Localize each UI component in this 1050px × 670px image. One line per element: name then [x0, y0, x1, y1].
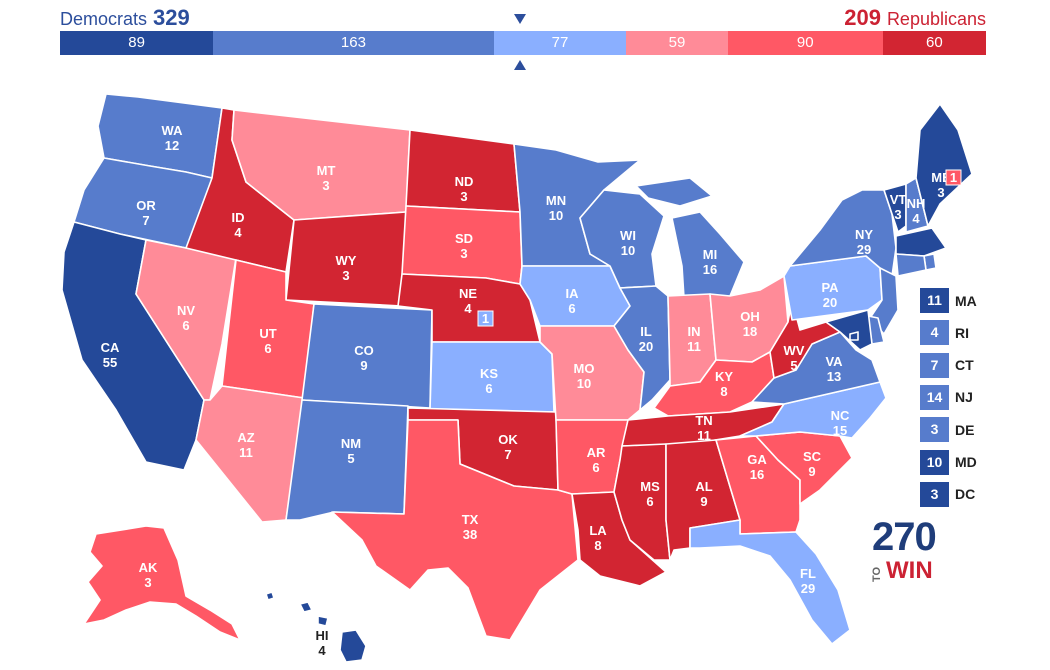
- small-state-label-nj: NJ: [955, 389, 973, 406]
- small-state-label-ma: MA: [955, 292, 977, 309]
- logo-to: TO: [871, 566, 883, 582]
- small-state-ev-md[interactable]: 10: [920, 449, 949, 475]
- republicans-label: Republicans: [886, 9, 986, 29]
- state-il[interactable]: [613, 285, 671, 411]
- small-state-label-md: MD: [955, 454, 977, 470]
- state-nm[interactable]: [285, 399, 409, 521]
- state-hi[interactable]: [265, 591, 367, 663]
- state-ks[interactable]: [429, 341, 555, 413]
- majority-marker-top-icon: [514, 14, 526, 24]
- state-nd[interactable]: [405, 129, 521, 213]
- small-state-label-dc: DC: [955, 486, 976, 503]
- majority-marker-bottom-icon: [514, 60, 526, 70]
- bar-segment-likely-rep: 90: [727, 31, 883, 55]
- small-state-de[interactable]: 3 DE: [920, 417, 975, 443]
- small-state-ev-ct[interactable]: 7: [920, 352, 949, 378]
- state-wi[interactable]: [579, 189, 665, 289]
- small-state-ev-nj[interactable]: 14: [920, 384, 949, 410]
- electoral-vote-bar: 89 163 77 59 90 60: [60, 31, 986, 55]
- small-state-ev-dc[interactable]: 3: [920, 481, 949, 507]
- bar-segment-safe-dem: 89: [60, 31, 214, 55]
- democrats-label: Democrats: [60, 9, 148, 29]
- democrats-total: 329: [153, 5, 190, 30]
- logo-number: 270: [872, 515, 937, 559]
- state-dc[interactable]: [849, 331, 859, 341]
- republicans-total: 209: [844, 5, 881, 30]
- small-state-ev-ma[interactable]: 11: [920, 288, 949, 313]
- state-ev-hi: 4: [318, 643, 326, 658]
- bar-segment-likely-dem: 163: [213, 31, 494, 55]
- republicans-header: 209 Republicans: [844, 4, 986, 32]
- small-state-ct[interactable]: 7 CT: [920, 352, 974, 378]
- small-state-label-de: DE: [955, 421, 975, 438]
- small-state-md[interactable]: 10 MD: [920, 449, 977, 475]
- state-co[interactable]: [301, 303, 433, 409]
- small-state-nj[interactable]: 14 NJ: [920, 384, 973, 410]
- state-me[interactable]: [915, 103, 973, 227]
- small-state-ma[interactable]: 11 MA: [920, 288, 977, 313]
- 270towin-logo[interactable]: 270 TO WIN: [871, 515, 962, 586]
- state-ct[interactable]: [895, 253, 927, 277]
- small-state-ev-ri[interactable]: 4: [920, 320, 949, 346]
- bar-segment-lean-rep: 59: [626, 31, 728, 55]
- state-nc[interactable]: [739, 381, 887, 439]
- bar-segment-safe-rep: 60: [882, 31, 986, 55]
- bar-segment-lean-dem: 77: [493, 31, 627, 55]
- logo-win: WIN: [886, 557, 933, 584]
- state-ak[interactable]: [83, 525, 241, 641]
- state-mi[interactable]: [635, 177, 745, 299]
- democrats-header: Democrats 329: [60, 4, 190, 32]
- state-vt[interactable]: [883, 183, 907, 233]
- small-state-label-ri: RI: [955, 324, 969, 341]
- small-state-dc[interactable]: 3 DC: [920, 481, 976, 507]
- small-state-label-ct: CT: [955, 357, 974, 374]
- small-state-ev-de[interactable]: 3: [920, 417, 949, 443]
- state-md[interactable]: [825, 309, 873, 351]
- state-tx[interactable]: [331, 419, 579, 641]
- state-wy[interactable]: [285, 211, 407, 307]
- state-ma[interactable]: [895, 227, 947, 257]
- state-fl[interactable]: [689, 519, 851, 645]
- state-label-hi: HI: [316, 628, 329, 643]
- district-box-ne[interactable]: [477, 310, 494, 327]
- district-box-me[interactable]: [945, 169, 962, 186]
- small-state-ri[interactable]: 4 RI: [920, 320, 969, 346]
- state-sd[interactable]: [401, 205, 523, 285]
